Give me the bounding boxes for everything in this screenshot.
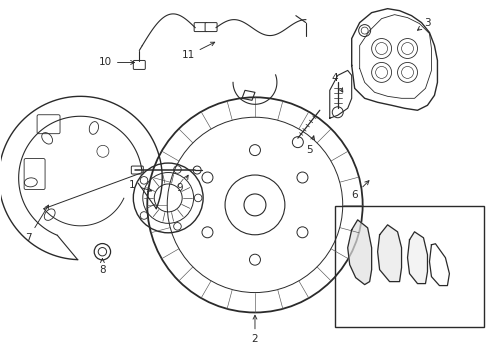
Bar [334,206,483,328]
Text: 6: 6 [351,181,368,200]
Text: 4: 4 [331,73,342,92]
FancyBboxPatch shape [204,23,217,32]
Text: 5: 5 [306,136,314,155]
Text: 9: 9 [177,175,188,193]
Polygon shape [377,225,401,282]
FancyBboxPatch shape [194,23,207,32]
Polygon shape [347,220,371,285]
Text: 3: 3 [417,18,430,30]
Text: 8: 8 [99,258,105,275]
Text: 2: 2 [251,315,258,345]
Text: 7: 7 [25,205,48,243]
FancyBboxPatch shape [131,166,143,174]
Text: 11: 11 [181,42,214,60]
Text: 10: 10 [99,58,134,67]
Text: 1: 1 [129,180,151,192]
FancyBboxPatch shape [133,60,145,69]
Polygon shape [407,232,427,284]
Circle shape [193,166,201,174]
